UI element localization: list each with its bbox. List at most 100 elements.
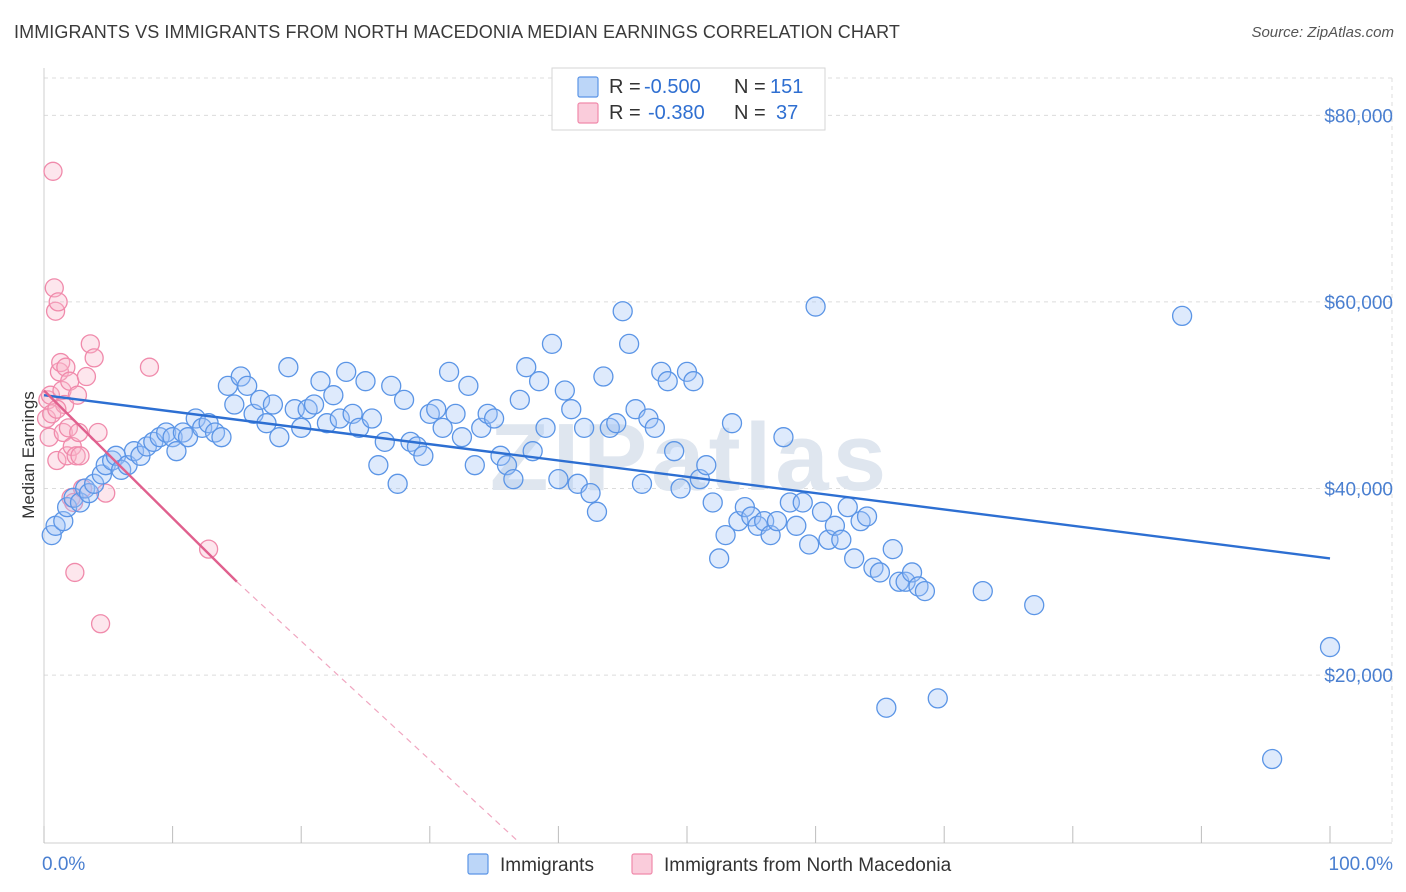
immigrants-point [657,371,678,392]
immigrants-point [426,399,447,420]
immigrants-point [561,399,582,420]
y-axis-label: Median Earnings [19,391,38,519]
immigrants-point [773,427,794,448]
immigrants-point [483,408,505,429]
immigrants-point [644,417,665,438]
north-macedonia-point [47,450,67,471]
bottom-legend: Immigrants Immigrants from North Macedon… [467,853,952,876]
north-macedonia-point [67,385,88,405]
legend-swatch-north-macedonia [577,102,599,124]
north-macedonia-point [43,161,63,181]
immigrants-point [329,408,350,429]
immigrants-point [927,688,948,709]
immigrants-point [224,394,245,415]
immigrants-point [631,473,653,494]
bottom-legend-label: Immigrants [500,855,594,876]
immigrants-point [670,478,691,499]
legend-n-label: N = [734,76,766,98]
immigrants-point [177,427,199,448]
bottom-legend-swatch-north-macedonia [631,853,653,875]
y-tick-label: $80,000 [1324,106,1393,127]
north-macedonia-point [48,292,68,312]
legend-box: R = -0.500 N = 151 R = -0.380 N = 37 [551,67,826,131]
immigrants-point [799,534,820,555]
north-macedonia-point [58,418,79,438]
immigrants-point [786,515,807,536]
immigrants-point [715,524,736,546]
legend-r-label: R = [609,102,641,124]
immigrants-point [387,473,408,494]
immigrants-point [709,548,730,569]
y-tick-label: $60,000 [1324,293,1393,314]
immigrants-point [805,296,826,317]
immigrants-point [702,492,723,513]
immigrants-points [41,296,1341,770]
chart-title: IMMIGRANTS VS IMMIGRANTS FROM NORTH MACE… [14,22,900,42]
north-macedonia-trend-line [43,389,238,583]
immigrants-point [445,403,466,425]
immigrants-point [882,538,903,560]
immigrants-point [766,510,788,532]
immigrants-point [323,385,344,406]
immigrants-point [606,413,627,434]
axes [43,68,1392,844]
immigrants-point [458,375,479,397]
immigrants-point [792,492,813,513]
immigrants-point [1171,305,1193,327]
source-credit: Source: ZipAtlas.com [1251,24,1394,41]
immigrants-point [432,417,453,438]
immigrants-point [355,371,376,392]
immigrants-point [381,375,402,397]
north-macedonia-point [90,614,111,634]
north-macedonia-point [84,348,104,368]
immigrants-point [663,441,685,462]
immigrants-point [856,506,878,527]
immigrants-point [811,501,833,522]
immigrants-point [368,455,389,476]
immigrants-point [554,380,575,401]
immigrants-point [503,469,524,490]
north-macedonia-point [139,357,160,377]
immigrants-point [509,389,530,411]
immigrants-point [451,427,473,448]
immigrants-point [535,417,556,438]
legend-swatch-immigrants [577,76,599,98]
immigrants-point [303,394,325,415]
immigrants-point [361,408,383,429]
north-macedonia-trend-line [236,581,521,844]
immigrants-point [1319,636,1341,658]
immigrants-point [78,483,100,504]
immigrants-point [393,389,415,411]
immigrants-point [438,361,460,383]
immigrants-point [548,469,569,490]
immigrants-point [464,455,485,476]
immigrants-point [166,441,187,462]
immigrants-point [249,389,271,411]
immigrants-point [374,431,395,452]
immigrants-point [618,333,640,355]
immigrants-point [1261,748,1283,770]
immigrants-point [612,301,633,322]
immigrants-point [593,366,614,387]
immigrants-point [573,417,595,438]
immigrants-point [316,413,338,434]
y-tick-label: $20,000 [1324,666,1393,687]
bottom-legend-swatch-immigrants [467,853,489,875]
immigrants-point [278,357,299,378]
legend-n-value: 151 [770,76,803,98]
north-macedonia-point [76,366,97,387]
legend-r-label: R = [609,76,641,98]
immigrants-point [336,361,357,383]
immigrants-point [580,483,601,504]
immigrants-point [516,357,537,378]
north-macedonia-point [198,539,219,559]
immigrants-point [869,562,891,583]
north-macedonia-point [47,399,67,419]
trend-lines [43,389,1331,844]
immigrants-point [310,371,331,392]
immigrants-point [876,697,897,718]
north-macedonia-point [70,446,90,466]
immigrants-point [831,529,852,550]
immigrants-point [528,371,550,392]
